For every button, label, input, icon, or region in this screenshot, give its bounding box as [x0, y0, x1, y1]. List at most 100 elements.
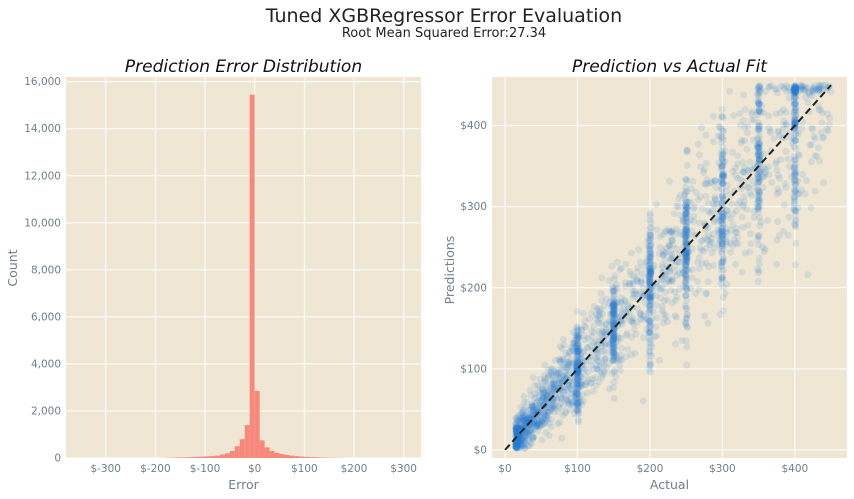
- scatter-point: [512, 444, 520, 452]
- scatter-point: [682, 250, 690, 258]
- scatter-point: [587, 379, 595, 387]
- scatter-point: [683, 204, 691, 212]
- scatter-point: [653, 314, 661, 322]
- scatter-point: [536, 403, 544, 411]
- scatter-point: [645, 279, 653, 287]
- scatter-point: [557, 394, 565, 402]
- scatter-point: [706, 241, 714, 249]
- scatter-point: [709, 262, 717, 269]
- scatter-point: [719, 170, 727, 178]
- y-tick-label: 14,000: [24, 123, 61, 135]
- scatter-point: [741, 106, 749, 114]
- scatter-point: [756, 87, 764, 95]
- scatter-point: [656, 233, 664, 241]
- scatter-point: [531, 421, 539, 429]
- scatter-point: [683, 240, 691, 248]
- scatter-point: [614, 332, 622, 340]
- scatter-point: [610, 350, 618, 358]
- scatter-point: [645, 263, 653, 270]
- scatter-point: [574, 375, 582, 382]
- scatter-point: [719, 229, 727, 237]
- scatter-point: [687, 216, 695, 224]
- scatter-point: [719, 179, 727, 187]
- scatter-point: [539, 415, 547, 423]
- scatter-point: [514, 427, 522, 435]
- scatter-point: [645, 317, 653, 325]
- scatter-point: [574, 375, 582, 383]
- scatter-point: [719, 283, 727, 291]
- scatter-point: [820, 179, 827, 187]
- scatter-point: [754, 143, 762, 151]
- scatter-point: [523, 432, 531, 440]
- scatter-point: [755, 188, 763, 196]
- scatter-point: [514, 437, 522, 445]
- scatter-point: [790, 100, 798, 108]
- scatter-point: [794, 190, 802, 198]
- scatter-point: [779, 106, 787, 114]
- scatter-point: [520, 414, 528, 422]
- scatter-point: [708, 238, 715, 246]
- scatter-point: [531, 389, 539, 397]
- scatter-point: [645, 287, 653, 295]
- scatter-point: [719, 192, 727, 200]
- scatter-point: [717, 279, 725, 287]
- scatter-point: [645, 316, 653, 323]
- scatter-point: [667, 236, 675, 244]
- scatter-point: [568, 356, 575, 364]
- scatter-point: [605, 340, 613, 348]
- scatter-point: [750, 214, 758, 222]
- scatter-point: [515, 434, 523, 442]
- scatter-point: [544, 408, 552, 416]
- scatter-point: [757, 85, 765, 93]
- scatter-point: [610, 394, 618, 402]
- scatter-point: [645, 293, 653, 301]
- scatter-point: [647, 260, 655, 267]
- scatter-point: [682, 187, 690, 195]
- scatter-point: [629, 273, 637, 281]
- scatter-point: [574, 385, 581, 393]
- scatter-point: [719, 136, 727, 144]
- scatter-point: [573, 380, 581, 388]
- scatter-point: [791, 130, 799, 138]
- scatter-point: [755, 188, 763, 196]
- scatter-point: [618, 356, 626, 364]
- scatter-point: [550, 383, 558, 391]
- scatter-point: [804, 271, 812, 279]
- scatter-point: [574, 367, 582, 375]
- scatter-point: [775, 188, 783, 196]
- scatter-point: [513, 429, 520, 437]
- scatter-point: [719, 179, 727, 187]
- scatter-point: [574, 367, 582, 375]
- scatter-point: [574, 358, 582, 366]
- scatter-point: [647, 232, 655, 240]
- scatter-point: [810, 88, 818, 96]
- scatter-point: [581, 317, 589, 325]
- scatter-point: [810, 84, 817, 92]
- scatter-point: [718, 162, 726, 170]
- scatter-point: [661, 315, 669, 322]
- scatter-point: [574, 368, 582, 376]
- scatter-point: [681, 271, 689, 279]
- scatter-point: [715, 228, 723, 236]
- scatter-point: [736, 110, 744, 117]
- scatter-point: [790, 83, 798, 91]
- histogram-y-label: Count: [5, 249, 20, 286]
- scatter-point: [719, 149, 727, 157]
- scatter-point: [746, 158, 754, 166]
- scatter-point: [516, 431, 524, 439]
- scatter-point: [779, 227, 787, 235]
- scatter-point: [587, 362, 595, 370]
- scatter-point: [759, 173, 767, 181]
- scatter-point: [551, 377, 559, 385]
- scatter-point: [520, 430, 528, 438]
- scatter-point: [683, 240, 691, 248]
- scatter-point: [611, 284, 619, 292]
- scatter-point: [747, 191, 755, 199]
- scatter-point: [759, 184, 767, 192]
- scatter-point: [772, 110, 780, 118]
- scatter-point: [647, 290, 655, 298]
- scatter-point: [645, 253, 653, 261]
- scatter-point: [636, 288, 644, 296]
- scatter-point: [718, 227, 726, 235]
- scatter-point: [719, 210, 727, 218]
